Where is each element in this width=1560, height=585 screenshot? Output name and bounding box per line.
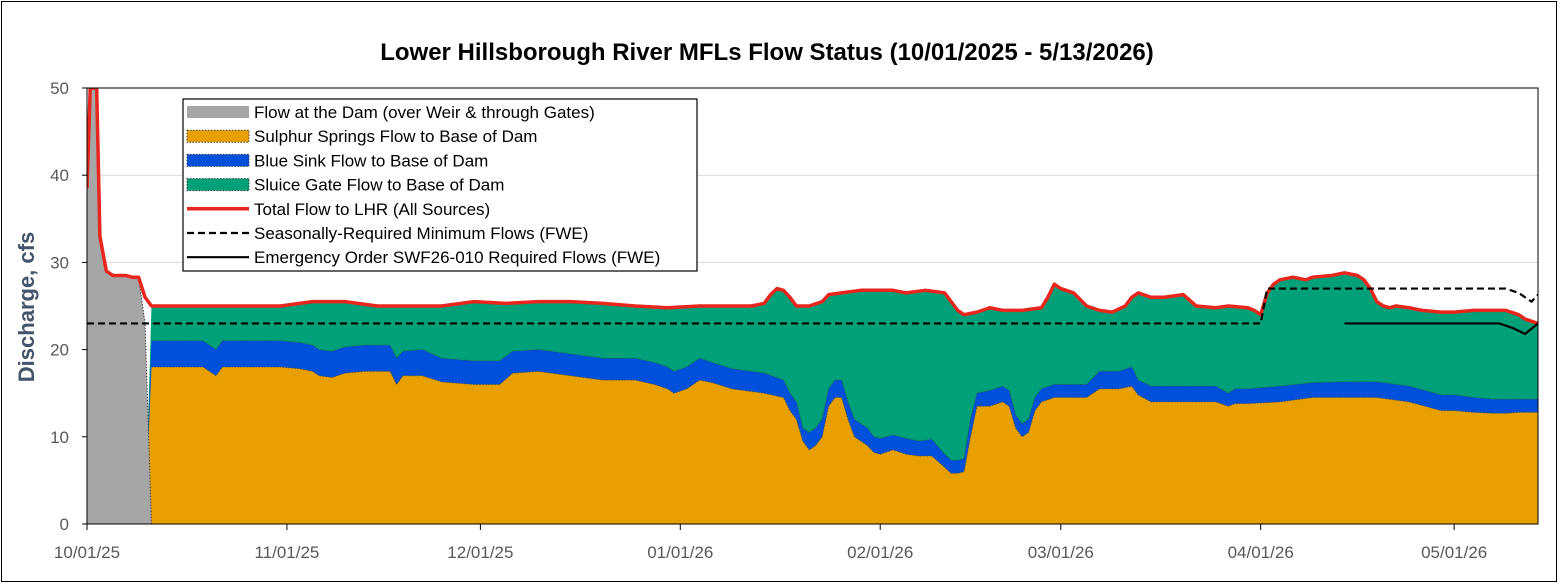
x-axis-ticks: 10/01/25 11/01/25 12/01/25 01/01/26 02/01/26… — [54, 524, 1487, 562]
x-tick-03-01-26: 03/01/26 — [1028, 543, 1094, 562]
legend-swatch-3 — [186, 178, 250, 192]
series-line-6 — [1344, 322, 1538, 336]
area-1 — [87, 367, 1538, 524]
y-tick-40: 40 — [50, 166, 69, 185]
y-tick-50: 50 — [50, 79, 69, 98]
x-tick-10-01-25: 10/01/25 — [54, 543, 120, 562]
legend-label-3: Sluice Gate Flow to Base of Dam — [254, 176, 504, 195]
y-axis-ticks: 0 10 20 30 40 50 — [50, 79, 87, 534]
legend-label-6: Emergency Order SWF26-010 Required Flows… — [254, 248, 660, 267]
stacked-areas — [87, 88, 1539, 525]
legend-swatch-0 — [187, 106, 249, 118]
legend-label-1: Sulphur Springs Flow to Base of Dam — [254, 127, 537, 146]
legend-box — [182, 98, 698, 272]
y-tick-0: 0 — [60, 515, 69, 534]
area-edge-1 — [151, 366, 1538, 474]
legend-label-5: Seasonally-Required Minimum Flows (FWE) — [254, 224, 588, 243]
legend-label-2: Blue Sink Flow to Base of Dam — [254, 151, 488, 170]
y-tick-30: 30 — [50, 253, 69, 272]
y-axis-label: Discharge, cfs — [14, 232, 39, 382]
series-lines — [87, 88, 1538, 336]
y-tick-10: 10 — [50, 428, 69, 447]
legend: Flow at the Dam (over Weir & through Gat… — [182, 98, 698, 272]
legend-label-0: Flow at the Dam (over Weir & through Gat… — [254, 103, 595, 122]
x-tick-05-01-26: 05/01/26 — [1421, 543, 1487, 562]
series-line-5 — [87, 287, 1538, 325]
x-tick-01-01-26: 01/01/26 — [647, 543, 713, 562]
x-tick-04-01-26: 04/01/26 — [1228, 543, 1294, 562]
legend-swatch-2 — [186, 153, 250, 167]
plot-border — [86, 87, 1539, 525]
axes — [86, 87, 1539, 525]
legend-label-4: Total Flow to LHR (All Sources) — [254, 200, 490, 219]
x-tick-11-01-25: 11/01/25 — [254, 543, 319, 562]
area-edge-2 — [151, 340, 1538, 461]
x-tick-12-01-25: 12/01/25 — [447, 543, 513, 562]
legend-swatch-1 — [186, 129, 250, 143]
x-tick-02-01-26: 02/01/26 — [847, 543, 913, 562]
series-line-4 — [87, 88, 1538, 326]
y-tick-20: 20 — [50, 341, 69, 360]
area-flow-at-dam-edge — [138, 277, 152, 525]
chart-title: Lower Hillsborough River MFLs Flow Statu… — [380, 39, 1154, 66]
